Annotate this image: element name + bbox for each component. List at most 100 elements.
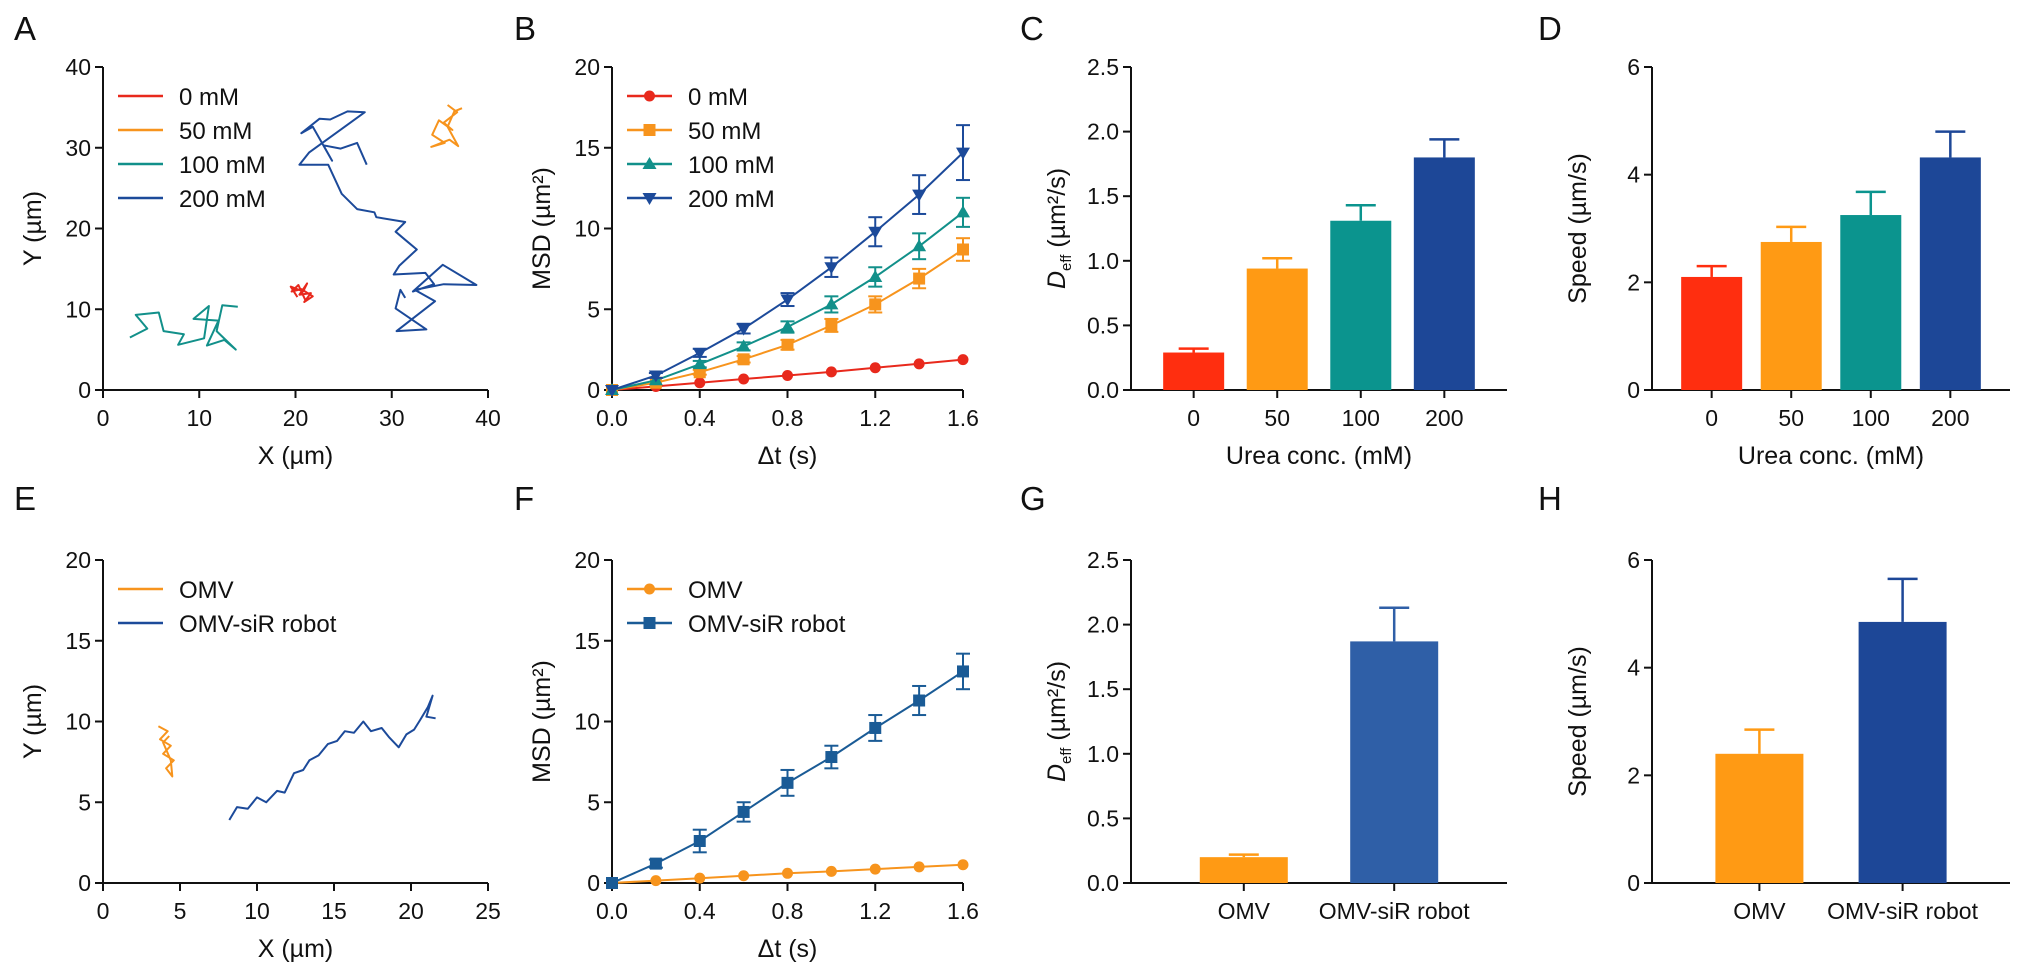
y-tick-label: 0.0 [1087, 870, 1119, 896]
y-axis-label: MSD (µm²) [528, 660, 556, 783]
x-tick-label: 10 [244, 898, 270, 924]
legend-marker [642, 157, 657, 169]
data-point [913, 272, 926, 285]
bar-200 [1413, 157, 1475, 390]
x-tick-label: 15 [321, 898, 347, 924]
x-tick-label: 1.6 [947, 898, 979, 924]
data-point [957, 354, 969, 366]
x-tick-label: OMV-siR robot [1319, 898, 1470, 924]
panel-letter: F [514, 480, 534, 517]
data-point [648, 370, 663, 383]
x-tick-label: 0 [1187, 405, 1200, 431]
bar-100 [1330, 220, 1392, 390]
legend-label: 100 mM [179, 152, 266, 179]
data-point [869, 298, 882, 311]
data-point [736, 339, 751, 352]
y-axis-label: Deff (µm²/s) [1043, 168, 1075, 289]
series-omv-sir-robot: OMV-siR robot [606, 611, 970, 889]
legend-label: OMV-siR robot [179, 611, 337, 638]
legend-marker [643, 617, 656, 629]
panel-letter: A [14, 10, 36, 47]
data-point [912, 239, 927, 252]
x-tick-label: 50 [1264, 405, 1290, 431]
panel-letter: H [1538, 480, 1562, 517]
series-50-mm: 50 mM [118, 104, 463, 148]
panel-e: E 0 5 10 15 20 Y (µm) 0 5 10 15 20 25 X (µm) OMV OMV-si… [14, 480, 501, 963]
series-omv-sir-robot: OMV-siR robot [118, 611, 436, 821]
y-tick-label: 0.5 [1087, 312, 1119, 338]
panel-f: F 0 5 10 15 20 MSD (µm²) 0.0 0.4 0.8 1.2 1.6 Δt (s) O… [514, 480, 979, 963]
trajectory-line [228, 694, 436, 821]
bar-omv-sir-robot [1350, 641, 1439, 883]
y-axis-label: Y (µm) [19, 684, 47, 759]
y-label-sub: eff [1058, 747, 1075, 764]
data-point [693, 835, 706, 848]
data-point [956, 205, 970, 218]
trajectory-line [129, 304, 238, 351]
x-tick-label: 0.4 [684, 898, 716, 924]
series-omv: OMV [118, 577, 234, 778]
x-tick-label: 0.8 [772, 898, 804, 924]
y-tick-label: 2.5 [1087, 54, 1119, 80]
y-tick-label: 6 [1627, 547, 1640, 573]
x-tick-label: 0 [97, 898, 110, 924]
x-axis-label: Urea conc. (mM) [1738, 442, 1924, 470]
x-tick-label: 0.0 [596, 898, 628, 924]
trajectory-line [157, 725, 175, 778]
data-point [693, 366, 706, 379]
y-tick-label: 20 [574, 54, 600, 80]
legend-label: 0 mM [688, 84, 748, 111]
y-tick-label: 2.0 [1087, 612, 1119, 638]
y-tick-label: 0.5 [1087, 805, 1119, 831]
x-tick-label: 1.6 [947, 405, 979, 431]
y-tick-label: 5 [78, 789, 91, 815]
y-tick-label: 10 [65, 296, 91, 322]
y-tick-label: 1.5 [1087, 183, 1119, 209]
legend-label: OMV [688, 577, 743, 604]
data-point [869, 721, 882, 734]
x-tick-label: OMV [1733, 898, 1786, 924]
y-tick-label: 10 [574, 709, 600, 735]
legend-marker [644, 90, 655, 102]
series-0-mm: 0 mM [606, 84, 969, 396]
data-point [605, 385, 619, 397]
x-axis-label: Δt (s) [758, 935, 818, 963]
data-point [957, 859, 969, 871]
x-tick-label: 1.2 [859, 898, 891, 924]
x-axis-label: Urea conc. (mM) [1226, 442, 1412, 470]
legend-label: 50 mM [688, 118, 761, 145]
panel-c: C 0.0 0.5 1.0 1.5 2.0 2.5 Deff (µm²/s) 0 50 100 200… [1020, 10, 1507, 470]
series-200-mm: 200 mM [605, 124, 970, 397]
data-point [782, 867, 793, 879]
x-tick-label: 25 [475, 898, 501, 924]
series-line [611, 151, 964, 391]
data-point [913, 694, 926, 707]
series-50-mm: 50 mM [606, 118, 970, 396]
y-tick-label: 0 [587, 377, 600, 403]
x-tick-label: 0 [97, 405, 110, 431]
y-label-unit: (µm²/s) [1043, 168, 1071, 255]
x-tick-label: 200 [1931, 405, 1969, 431]
panel-h: H 0 2 4 6 Speed (µm/s) OMV OMV-siR robot [1538, 480, 2010, 924]
y-tick-label: 30 [65, 135, 91, 161]
data-point [957, 243, 969, 256]
x-tick-label: 0.0 [596, 405, 628, 431]
series-line [611, 248, 964, 391]
trajectory-line [298, 110, 478, 333]
legend-label: 100 mM [688, 152, 775, 179]
data-point [825, 865, 837, 877]
bar-200 [1919, 157, 1981, 390]
y-tick-label: 1.0 [1087, 248, 1119, 274]
data-point [736, 323, 751, 336]
y-tick-label: 5 [587, 789, 600, 815]
bar-100 [1840, 215, 1902, 390]
x-tick-label: 5 [174, 898, 187, 924]
data-point [737, 353, 750, 366]
y-axis-label: Speed (µm/s) [1564, 646, 1592, 797]
y-axis-label: MSD (µm²) [528, 167, 556, 290]
x-tick-label: 100 [1342, 405, 1380, 431]
data-point [650, 875, 662, 887]
bar-0 [1681, 276, 1743, 390]
data-point [825, 751, 838, 764]
panel-letter: D [1538, 10, 1562, 47]
